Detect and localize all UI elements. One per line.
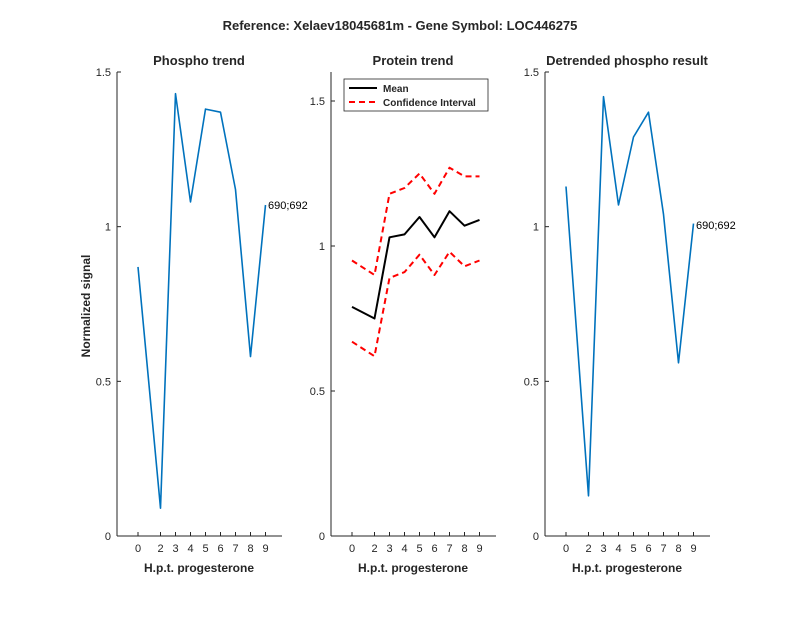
phospho-trend-ytick-label: 0 xyxy=(105,531,111,543)
phospho-trend-xtick-label: 7 xyxy=(232,543,238,555)
detrended-phospho-xtick-label: 0 xyxy=(563,543,569,555)
phospho-trend-xtick-label: 3 xyxy=(172,543,178,555)
protein-trend-xtick-label: 0 xyxy=(349,543,355,555)
phospho-trend-xtick-label: 5 xyxy=(202,543,208,555)
phospho-trend-xlabel: H.p.t. progesterone xyxy=(144,561,254,575)
protein-ci-lower-line xyxy=(351,250,480,358)
phospho-trend-xtick-label: 4 xyxy=(187,543,193,555)
detrended-phospho-xtick-label: 9 xyxy=(690,543,696,555)
phospho-trend-xtick-label: 8 xyxy=(247,543,253,555)
detrended-phospho-xtick-label: 5 xyxy=(630,543,636,555)
protein-trend-xtick-label: 9 xyxy=(476,543,482,555)
detrended-phospho-xtick-label: 6 xyxy=(645,543,651,555)
detrended-phospho-series-line xyxy=(565,95,695,497)
phospho-trend-xtick-label: 2 xyxy=(157,543,163,555)
protein-trend-ytick-label: 0 xyxy=(319,531,325,543)
detrended-phospho-xlabel: H.p.t. progesterone xyxy=(572,561,682,575)
phospho-trend-axes: 0 0.5 1 1.5 0 2 3 4 5 6 7 8 9 xyxy=(96,67,282,555)
protein-trend-axes: 0 0.5 1 1.5 0 2 3 4 5 6 7 8 9 xyxy=(310,72,496,555)
legend-box xyxy=(343,78,489,112)
phospho-trend-plot-area xyxy=(137,92,267,510)
detrended-phospho-annotation: 690;692 xyxy=(696,220,736,232)
detrended-phospho-xtick-label: 8 xyxy=(675,543,681,555)
phospho-trend-xtick-label: 0 xyxy=(135,543,141,555)
detrended-phospho-ytick-label: 1 xyxy=(533,222,539,234)
detrended-phospho-xtick-label: 3 xyxy=(600,543,606,555)
detrended-phospho-ytick-label: 1.5 xyxy=(524,67,539,79)
phospho-trend-title: Phospho trend xyxy=(153,53,245,68)
phospho-trend-xtick-label: 9 xyxy=(262,543,268,555)
detrended-phospho-xtick-label: 2 xyxy=(585,543,591,555)
protein-trend-ytick-label: 1.5 xyxy=(310,96,325,108)
phospho-trend-ytick-label: 1 xyxy=(105,222,111,234)
protein-trend-ytick-label: 0.5 xyxy=(310,386,325,398)
figure-title: Reference: Xelaev18045681m - Gene Symbol… xyxy=(223,18,578,33)
protein-trend-xtick-label: 8 xyxy=(461,543,467,555)
detrended-phospho-xtick-label: 7 xyxy=(660,543,666,555)
legend-mean-label: Mean xyxy=(383,84,409,95)
protein-trend-panel: 0 0.5 1 1.5 0 2 3 4 5 6 7 8 9 Protein trend H.p.t. p… xyxy=(310,53,496,575)
detrended-phospho-plot-area xyxy=(565,95,695,497)
protein-trend-xtick-label: 2 xyxy=(371,543,377,555)
phospho-trend-series-line xyxy=(137,92,267,510)
protein-trend-plot-area xyxy=(351,166,480,358)
protein-mean-line xyxy=(351,210,480,320)
phospho-trend-panel: 0 0.5 1 1.5 0 2 3 4 5 6 7 8 9 Phospho trend H.p.t. p… xyxy=(79,53,308,575)
phospho-trend-annotation: 690;692 xyxy=(268,200,308,212)
phospho-trend-ytick-label: 1.5 xyxy=(96,67,111,79)
detrended-phospho-xtick-label: 4 xyxy=(615,543,621,555)
legend-ci-label: Confidence Interval xyxy=(383,98,476,109)
detrended-phospho-title: Detrended phospho result xyxy=(546,53,708,68)
protein-trend-xtick-label: 5 xyxy=(416,543,422,555)
protein-trend-title: Protein trend xyxy=(373,53,454,68)
protein-trend-xtick-label: 3 xyxy=(386,543,392,555)
detrended-phospho-axes: 0 0.5 1 1.5 0 2 3 4 5 6 7 8 9 xyxy=(524,67,710,555)
detrended-phospho-ytick-label: 0.5 xyxy=(524,376,539,388)
protein-trend-xtick-label: 7 xyxy=(446,543,452,555)
detrended-phospho-ytick-label: 0 xyxy=(533,531,539,543)
phospho-trend-ytick-label: 0.5 xyxy=(96,376,111,388)
protein-trend-legend: Mean Confidence Interval xyxy=(343,78,489,112)
protein-trend-ytick-label: 1 xyxy=(319,241,325,253)
protein-ci-upper-line xyxy=(351,166,480,276)
protein-trend-xtick-label: 4 xyxy=(401,543,407,555)
protein-trend-xtick-label: 6 xyxy=(431,543,437,555)
phospho-trend-xtick-label: 6 xyxy=(217,543,223,555)
detrended-phospho-panel: 0 0.5 1 1.5 0 2 3 4 5 6 7 8 9 Detrended phospho resu… xyxy=(524,53,736,575)
protein-trend-xlabel: H.p.t. progesterone xyxy=(358,561,468,575)
phospho-trend-ylabel: Normalized signal xyxy=(79,255,93,358)
